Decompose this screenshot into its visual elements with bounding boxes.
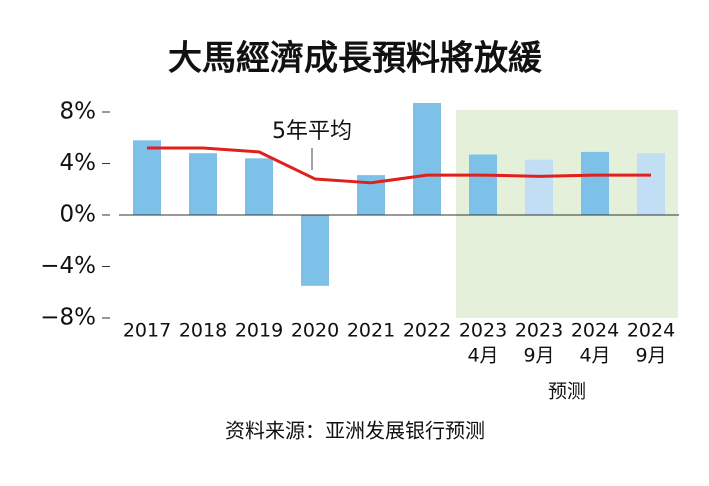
x-tick-label: 2024 <box>627 320 675 342</box>
line-annotation: 5年平均 <box>272 119 352 144</box>
bar <box>637 153 665 215</box>
source: 资料来源：亚洲发展银行预测 <box>225 419 485 443</box>
x-tick-label: 2019 <box>235 320 283 342</box>
bar <box>133 140 161 215</box>
x-tick-label: 2022 <box>403 320 451 342</box>
forecast-label: 预测 <box>548 381 586 403</box>
x-tick-label: 4月 <box>579 345 610 367</box>
y-tick-label: 0% <box>60 202 97 228</box>
bar <box>189 153 217 215</box>
x-tick-label: 2017 <box>123 320 171 342</box>
bar <box>301 215 329 286</box>
y-tick-label: −4% <box>40 253 96 279</box>
x-tick-label: 2021 <box>347 320 395 342</box>
x-tick-label: 9月 <box>635 345 666 367</box>
bar <box>525 159 553 215</box>
bar <box>413 102 441 215</box>
chart-title: 大馬經濟成長預料將放緩 <box>168 39 543 79</box>
bar <box>581 151 609 215</box>
x-tick-label: 2018 <box>179 320 227 342</box>
x-tick-label: 2023 <box>515 320 563 342</box>
y-tick-label: −8% <box>40 305 96 331</box>
x-tick-label: 2024 <box>571 320 619 342</box>
x-tick-label: 2023 <box>459 320 507 342</box>
bar <box>469 154 497 215</box>
average-line <box>147 146 651 185</box>
bar <box>245 158 273 215</box>
x-tick-label: 9月 <box>523 345 554 367</box>
y-tick-label: 4% <box>60 150 97 176</box>
x-tick-label: 4月 <box>467 345 498 367</box>
y-tick-label: 8% <box>60 99 97 125</box>
x-tick-label: 2020 <box>291 320 339 342</box>
